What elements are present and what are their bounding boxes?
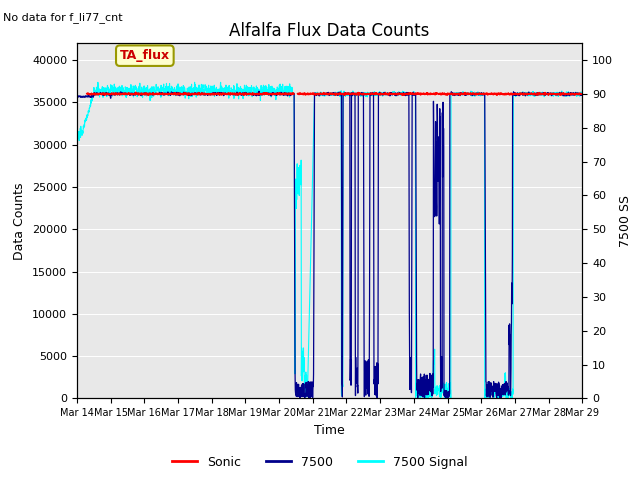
Text: TA_flux: TA_flux <box>120 49 170 62</box>
Text: No data for f_li77_cnt: No data for f_li77_cnt <box>3 12 123 23</box>
Y-axis label: Data Counts: Data Counts <box>13 182 26 260</box>
Y-axis label: 7500 SS: 7500 SS <box>619 195 632 247</box>
Title: Alfalfa Flux Data Counts: Alfalfa Flux Data Counts <box>229 22 430 40</box>
X-axis label: Time: Time <box>314 424 345 437</box>
Legend: Sonic, 7500, 7500 Signal: Sonic, 7500, 7500 Signal <box>167 451 473 474</box>
